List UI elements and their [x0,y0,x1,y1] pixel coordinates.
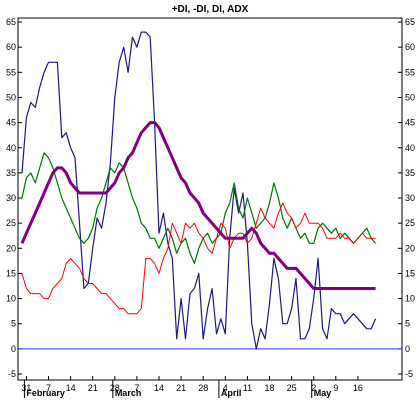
x-tick-label: 21 [176,383,186,393]
y-tick-label: 40 [405,143,415,153]
x-tick-label: 28 [110,383,120,393]
y-tick-label: 55 [6,67,16,77]
month-label: March [115,388,142,398]
y-tick-label: 10 [6,294,16,304]
x-tick-label: 7 [46,383,51,393]
x-tick-label: 4 [223,383,228,393]
y-tick-label: 0 [11,344,16,354]
x-tick-label: 16 [353,383,363,393]
x-tick-label: 28 [198,383,208,393]
month-labels: February March April May [23,380,332,398]
y-tick-label: 15 [405,268,415,278]
y-tick-label: 35 [405,168,415,178]
y-tick-label: 50 [405,92,415,102]
y-tick-label: 55 [405,67,415,77]
series-line-3 [21,202,376,315]
y-tick-label: 25 [405,218,415,228]
y-tick-label: 20 [405,243,415,253]
x-tick-label: 18 [265,383,275,393]
x-tick-label: 14 [154,383,164,393]
y-tick-label: 50 [6,92,16,102]
y-axis-left: -5 0 5 10 15 20 25 30 35 40 45 50 55 60 65 [6,17,22,379]
series-line-4 [20,121,376,290]
x-tick-label: 11 [243,383,252,393]
y-tick-label: 5 [11,319,16,329]
x-tick-label: 9 [333,383,338,393]
y-tick-label: 15 [6,268,16,278]
x-tick-label: 31 [21,383,31,393]
y-tick-label: 45 [6,118,16,128]
y-tick-label: 45 [405,118,415,128]
y-tick-label: 65 [6,17,16,27]
y-tick-label: 30 [6,193,16,203]
x-tick-label: 2 [311,383,316,393]
y-tick-label: 65 [405,17,415,27]
y-tick-label: 10 [405,294,415,304]
chart-title: +DI, -DI, DI, ADX [172,4,249,15]
y-tick-label: 20 [6,243,16,253]
y-tick-label: -5 [8,369,16,379]
y-axis-right: -5 0 5 10 15 20 25 30 35 40 45 50 55 60 65 [398,17,415,379]
y-tick-label: 35 [6,168,16,178]
series-line-1 [21,31,377,350]
x-axis: 31 7 14 21 28 7 14 21 28 4 11 18 25 2 9 16 [21,376,363,393]
month-label: February [26,388,65,398]
y-tick-label: 60 [6,42,16,52]
y-tick-label: 5 [405,319,410,329]
month-label: May [314,388,332,398]
month-label: April [221,388,242,398]
y-tick-label: 25 [6,218,16,228]
x-tick-label: 25 [287,383,297,393]
y-tick-label: 40 [6,143,16,153]
series-line-2 [21,152,377,264]
x-tick-label: 14 [66,383,76,393]
x-tick-label: 21 [88,383,98,393]
y-tick-label: 60 [405,42,415,52]
y-tick-label: -5 [405,369,413,379]
x-tick-label: 7 [134,383,139,393]
y-tick-label: 30 [405,193,415,203]
series-group [20,31,377,350]
plot-area [17,17,403,381]
y-tick-label: 0 [405,344,410,354]
